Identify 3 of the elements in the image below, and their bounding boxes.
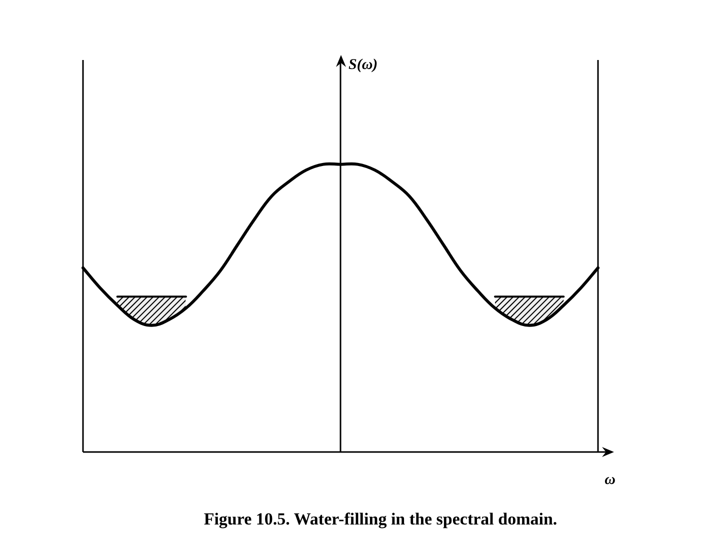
text: Figure 10.5. Water-filling in the spectral domain.	[204, 509, 558, 528]
text: S(ω)	[348, 56, 378, 73]
x-axis-title: ω	[604, 472, 616, 488]
